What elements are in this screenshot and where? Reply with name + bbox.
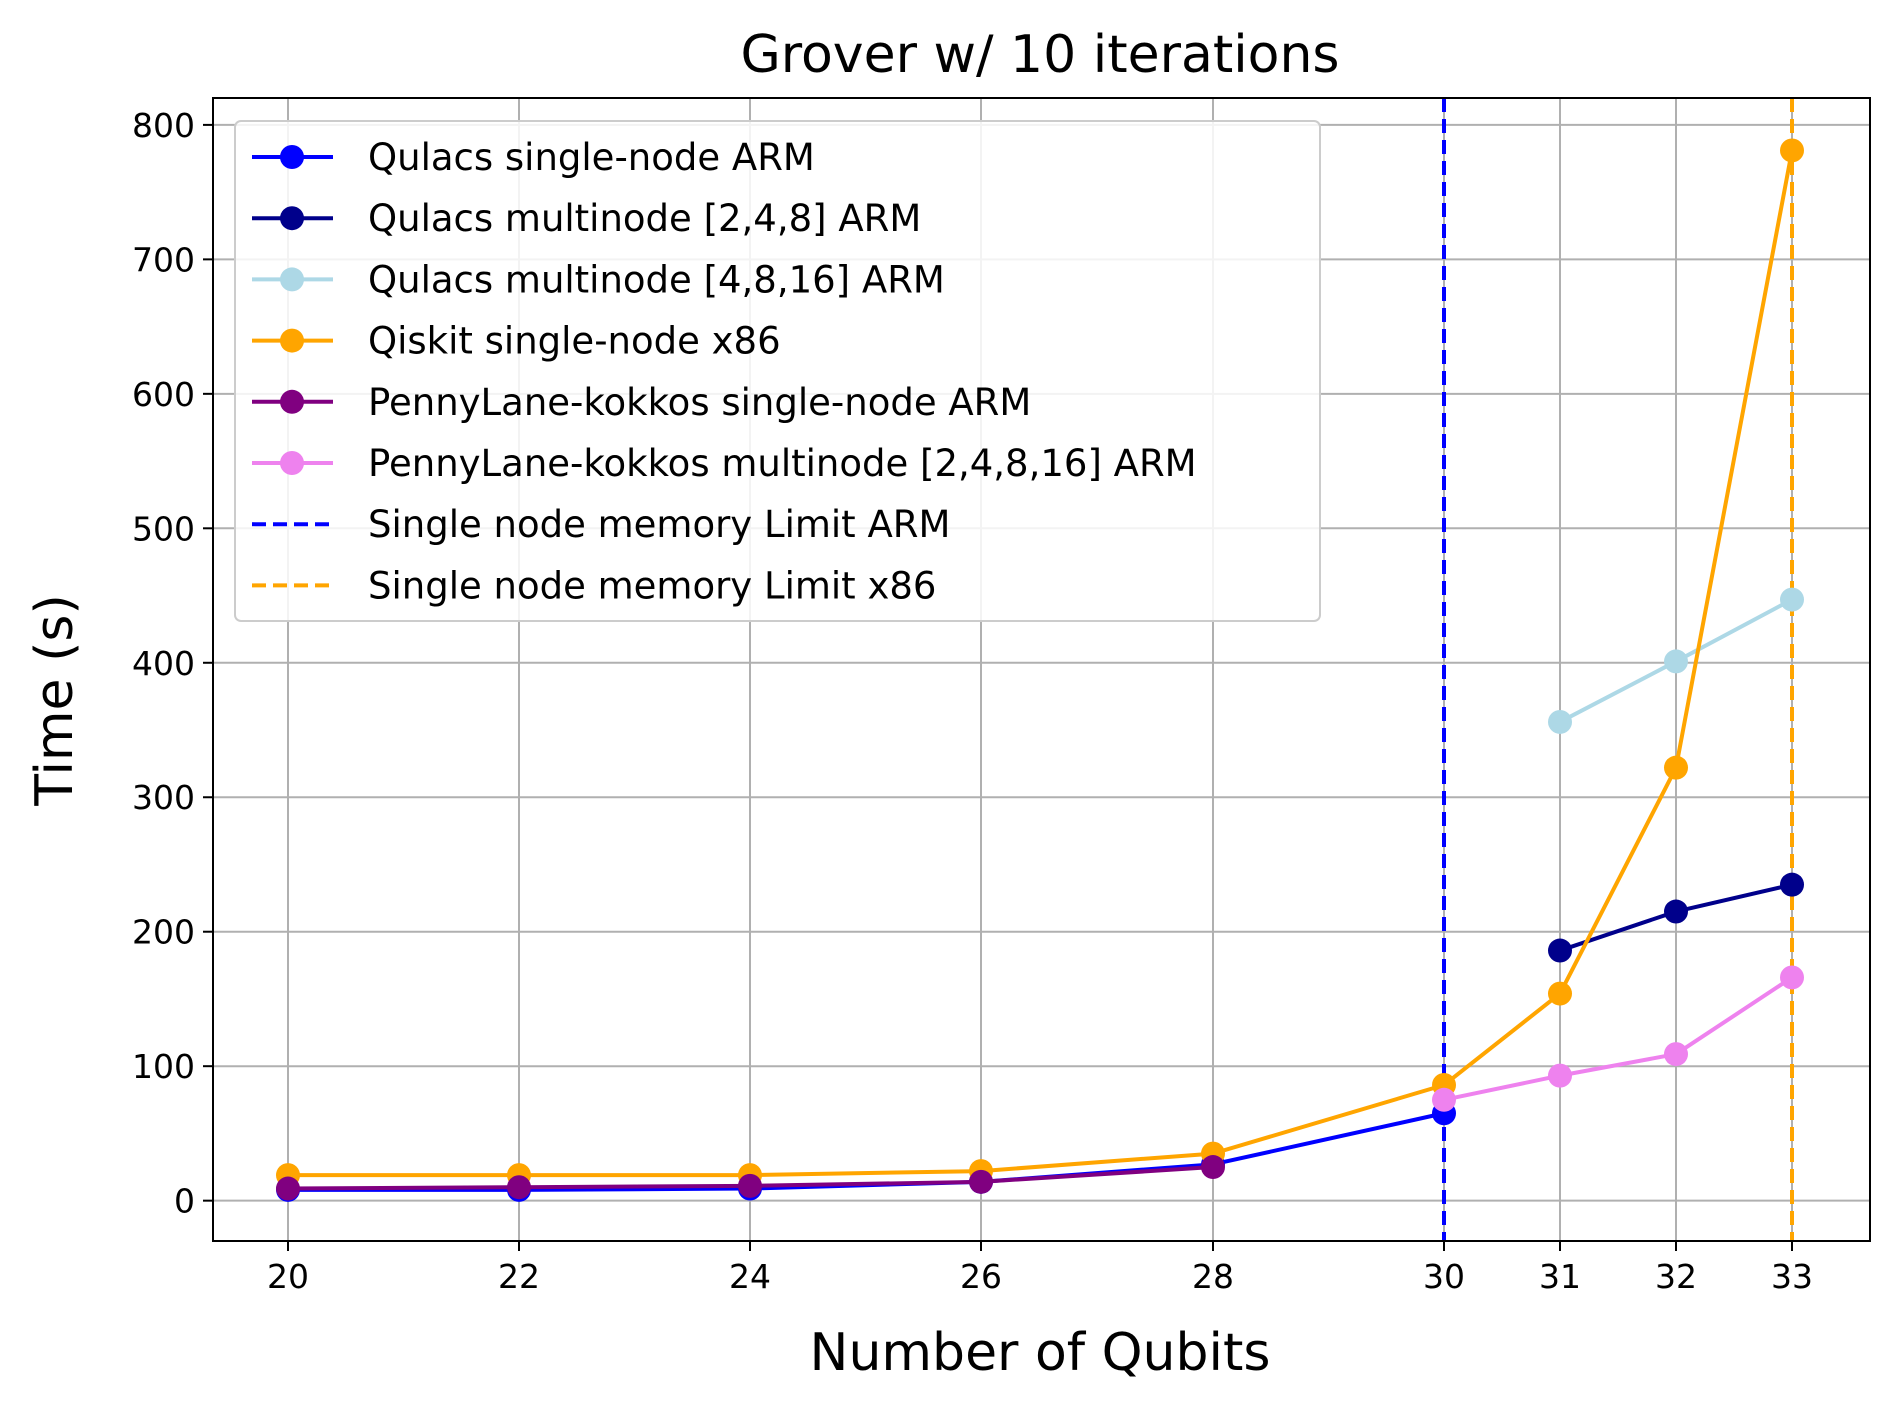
data-point [1780,872,1804,897]
legend-swatch-marker [280,267,304,292]
y-axis-title: Time (s) [25,594,85,806]
legend-box [234,120,1321,622]
data-point [1432,1087,1456,1112]
legend-entry: PennyLane-kokkos multinode [2,4,8,16] AR… [252,442,1197,485]
plot-frame [212,97,1871,1242]
legend-label: Qulacs single-node ARM [368,136,815,179]
y-tick-label: 0 [174,1182,195,1221]
x-tick-label: 28 [1192,1257,1234,1296]
legend-label: Qulacs multinode [2,4,8] ARM [368,197,921,240]
legend-entry: Qulacs multinode [2,4,8] ARM [252,197,921,240]
legend-swatch-marker [280,451,304,475]
legend-label: Single node memory Limit ARM [368,503,950,546]
x-axis-title: Number of Qubits [810,1323,1271,1383]
x-tick-label: 24 [729,1257,771,1296]
data-point [1664,755,1688,780]
y-tick-label: 600 [132,375,195,414]
data-point [1780,138,1804,163]
series-group [1548,587,1804,734]
data-point [507,1175,531,1200]
legend-swatch-marker [280,389,304,414]
x-tick-label: 31 [1539,1257,1581,1296]
data-point [1548,1063,1572,1088]
data-point [1780,587,1804,612]
y-tick-label: 100 [132,1047,195,1086]
series-group [1432,965,1804,1112]
legend-label: PennyLane-kokkos multinode [2,4,8,16] AR… [368,442,1197,485]
legend-entry: Qiskit single-node x86 [252,320,781,363]
legend-entry: Single node memory Limit x86 [252,564,936,607]
series-group [1548,872,1804,963]
x-tick-label: 22 [498,1257,540,1296]
legend: Qulacs single-node ARM Qulacs multinode [… [234,120,1321,622]
series-lines [276,138,1804,1202]
legend-label: PennyLane-kokkos single-node ARM [368,381,1031,424]
data-point [738,1173,762,1198]
y-tick-label: 800 [132,106,195,145]
data-point [1201,1155,1225,1180]
y-tick-label: 200 [132,913,195,952]
memory-limit-lines [1442,98,1794,1241]
x-tick-label: 30 [1423,1257,1465,1296]
y-tick-label: 400 [132,644,195,683]
series-line [1443,975,1794,1102]
legend-swatch-marker [280,145,304,169]
legend-label: Qiskit single-node x86 [368,320,781,363]
data-point [1664,1042,1688,1067]
x-tick-label: 33 [1771,1257,1813,1296]
y-tick-label: 500 [132,509,195,548]
data-point [1548,709,1572,734]
legend-entry: Qulacs multinode [4,8,16] ARM [252,258,945,301]
legend-label: Qulacs multinode [4,8,16] ARM [368,258,945,301]
y-tick-label: 300 [132,778,195,817]
data-point [1664,649,1688,674]
x-tick-label: 32 [1655,1257,1697,1296]
legend-swatch-marker [280,206,304,231]
data-point [276,1176,300,1201]
data-point [969,1169,993,1194]
data-point [1548,981,1572,1006]
legend-label: Single node memory Limit x86 [368,564,936,607]
legend-entry: Single node memory Limit ARM [252,503,950,546]
x-tick-label: 20 [267,1257,309,1296]
data-point [1780,965,1804,990]
legend-entry: Qulacs single-node ARM [252,136,815,179]
x-tick-label: 26 [960,1257,1002,1296]
legend-swatch-marker [280,328,304,353]
series-group [276,1155,1225,1201]
data-point [1664,899,1688,924]
chart-title: Grover w/ 10 iterations [740,25,1339,85]
y-tick-label: 700 [132,240,195,279]
legend-entry: PennyLane-kokkos single-node ARM [252,381,1031,424]
axis-ticks: 20 22 24 26 28 30 31 32 33 0 100 200 300 400 500 600 700… [132,106,1813,1296]
data-point [1548,938,1572,963]
